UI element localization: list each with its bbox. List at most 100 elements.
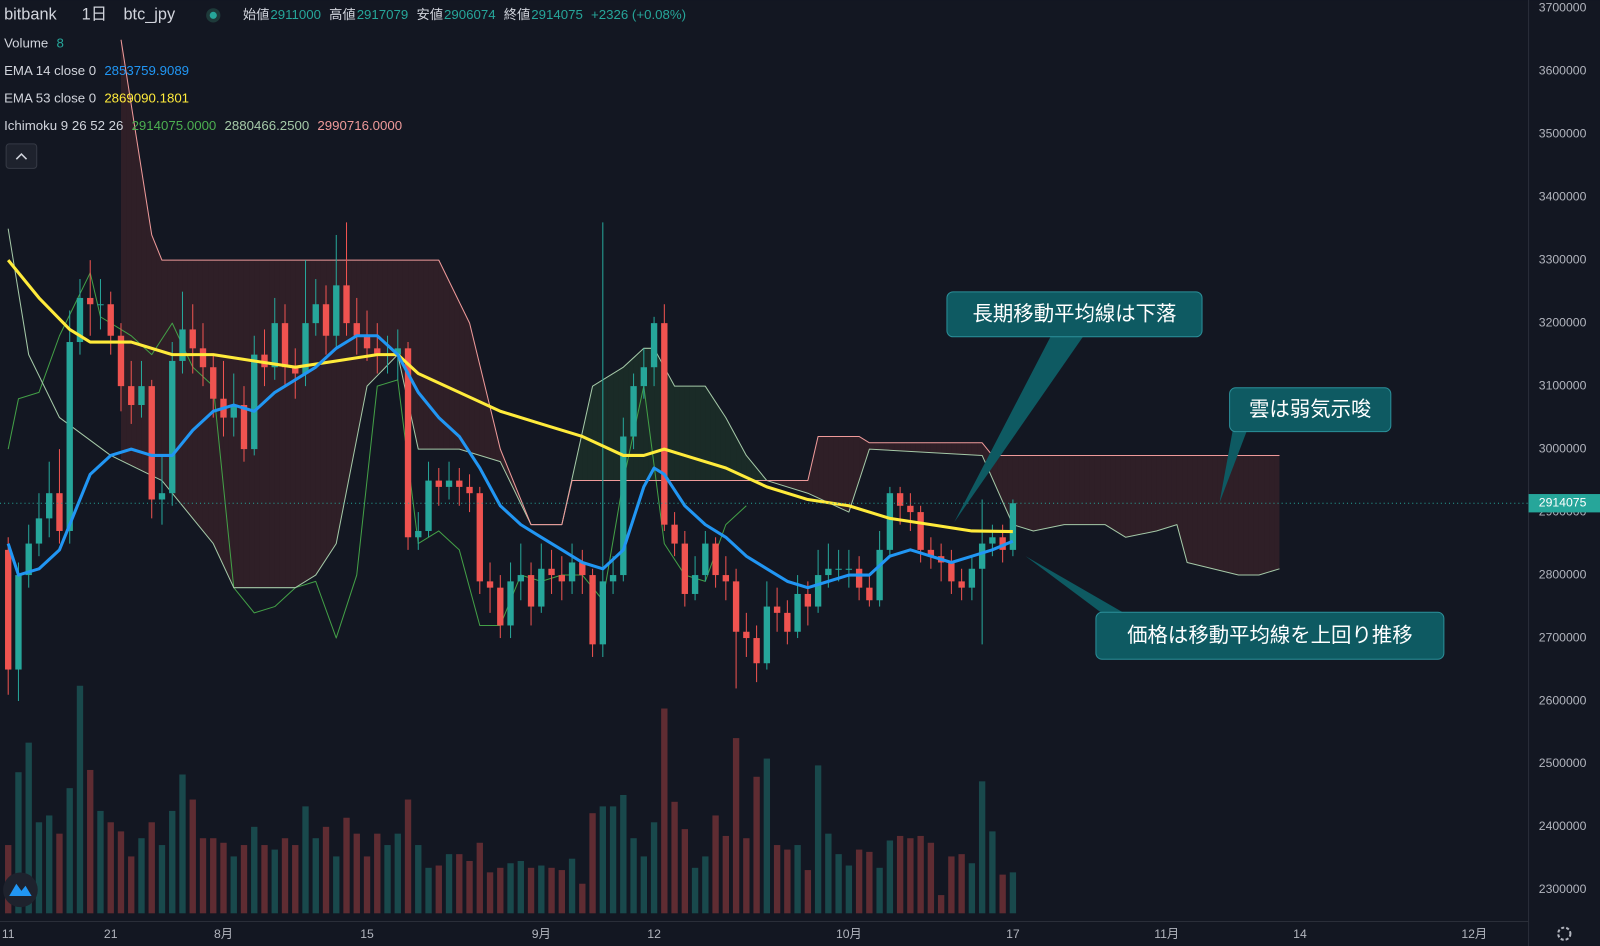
callout-pointer [1025, 556, 1125, 614]
volume-bar [240, 845, 248, 914]
candle-body [743, 631, 750, 639]
cloud-fill [607, 373, 614, 481]
cloud-fill [500, 449, 506, 473]
cloud-fill [695, 386, 701, 481]
cloud-fill [1233, 455, 1239, 576]
cloud-fill [290, 260, 296, 588]
volume-bar [374, 833, 381, 914]
cloud-fill [305, 260, 311, 582]
cloud-fill [1115, 455, 1121, 535]
cloud-fill [941, 442, 947, 454]
cloud-fill [1264, 455, 1270, 574]
cloud-fill [1207, 455, 1213, 569]
volume-bar [948, 856, 955, 914]
volume-bar [907, 838, 914, 914]
volume-bar [333, 856, 340, 914]
candle-body [681, 543, 689, 594]
volume-bar [630, 838, 637, 914]
cloud-fill [1094, 455, 1101, 525]
cloud-fill [982, 442, 988, 467]
cloud-fill [356, 260, 362, 439]
volume-bar [527, 867, 535, 914]
candle-body [661, 323, 668, 525]
volume-bar [486, 872, 494, 914]
cloud-fill [490, 407, 496, 461]
legend-text: Ichimoku 9 26 52 26 [4, 118, 123, 133]
cloud-fill [1238, 455, 1244, 576]
last-price-label: 2914075 [1539, 495, 1587, 509]
volume-bar [640, 856, 648, 914]
volume-bar [732, 738, 740, 914]
candle-body [599, 581, 606, 645]
candle-body [886, 493, 894, 550]
candle-body [568, 562, 576, 582]
cloud-fill [1023, 455, 1029, 530]
cloud-fill [495, 428, 501, 462]
cloud-fill [1120, 455, 1126, 538]
x-tick-label: 10月 [836, 927, 862, 941]
candle-body [999, 537, 1006, 550]
candle-body [363, 335, 371, 349]
cloud-fill [930, 442, 937, 453]
candle-body [97, 304, 104, 306]
volume-bar [763, 758, 771, 914]
cloud-fill [1274, 455, 1280, 571]
legend-text: 2906074 [444, 7, 496, 22]
volume-bar [886, 840, 894, 914]
cloud-fill [1135, 455, 1142, 536]
volume-bar [220, 842, 227, 914]
cloud-fill [1187, 455, 1193, 564]
cloud-fill [1053, 455, 1060, 527]
cloud-fill [884, 442, 890, 451]
volume-bar [343, 817, 350, 914]
settings-icon[interactable] [1557, 926, 1572, 941]
candle-body [169, 360, 176, 494]
volume-bar [712, 815, 719, 914]
y-tick-label: 3000000 [1539, 441, 1587, 455]
collapse-button[interactable] [5, 143, 38, 169]
symbol-name: btc_jpy [123, 6, 176, 24]
volume-bar [989, 831, 996, 914]
cloud-fill [597, 379, 603, 481]
volume-bar [568, 858, 576, 914]
callout-pointer [1219, 430, 1247, 504]
cloud-fill [1156, 455, 1162, 531]
cloud-fill [505, 461, 511, 483]
candle-body [46, 493, 53, 519]
volume-bar [784, 849, 791, 914]
volume-bar [681, 829, 689, 914]
y-tick-label: 2300000 [1539, 882, 1587, 896]
volume-bar [845, 865, 853, 914]
cloud-fill [1079, 455, 1085, 525]
candle-body [896, 493, 904, 506]
candle-body [5, 549, 12, 670]
volume-bar [538, 865, 545, 914]
x-tick-label: 12 [647, 927, 661, 941]
cloud-fill [428, 260, 434, 450]
candle-body [763, 606, 771, 664]
cloud-fill [925, 442, 931, 453]
candle-body [25, 543, 32, 576]
candle-body [907, 505, 914, 513]
candle-body [732, 581, 740, 632]
legend-text: 終値 [504, 7, 531, 22]
cloud-fill [510, 474, 516, 494]
cloud-fill [1100, 455, 1106, 525]
volume-bar [435, 865, 442, 914]
candle-body [1009, 503, 1017, 550]
cloud-fill [905, 442, 911, 452]
cloud-fill [1192, 455, 1198, 565]
cloud-fill [192, 260, 198, 525]
cloud-fill [341, 260, 347, 518]
cloud-fill [136, 137, 142, 471]
cloud-fill [1105, 455, 1111, 528]
volume-bar [138, 838, 145, 914]
volume-bar [650, 822, 658, 914]
volume-bar [958, 854, 965, 914]
candle-body [948, 562, 955, 582]
cloud-fill [746, 455, 752, 481]
x-tick-label: 9月 [532, 927, 551, 941]
volume-bar [927, 842, 935, 914]
candle-body [56, 493, 63, 531]
volume-bar [1009, 872, 1017, 914]
